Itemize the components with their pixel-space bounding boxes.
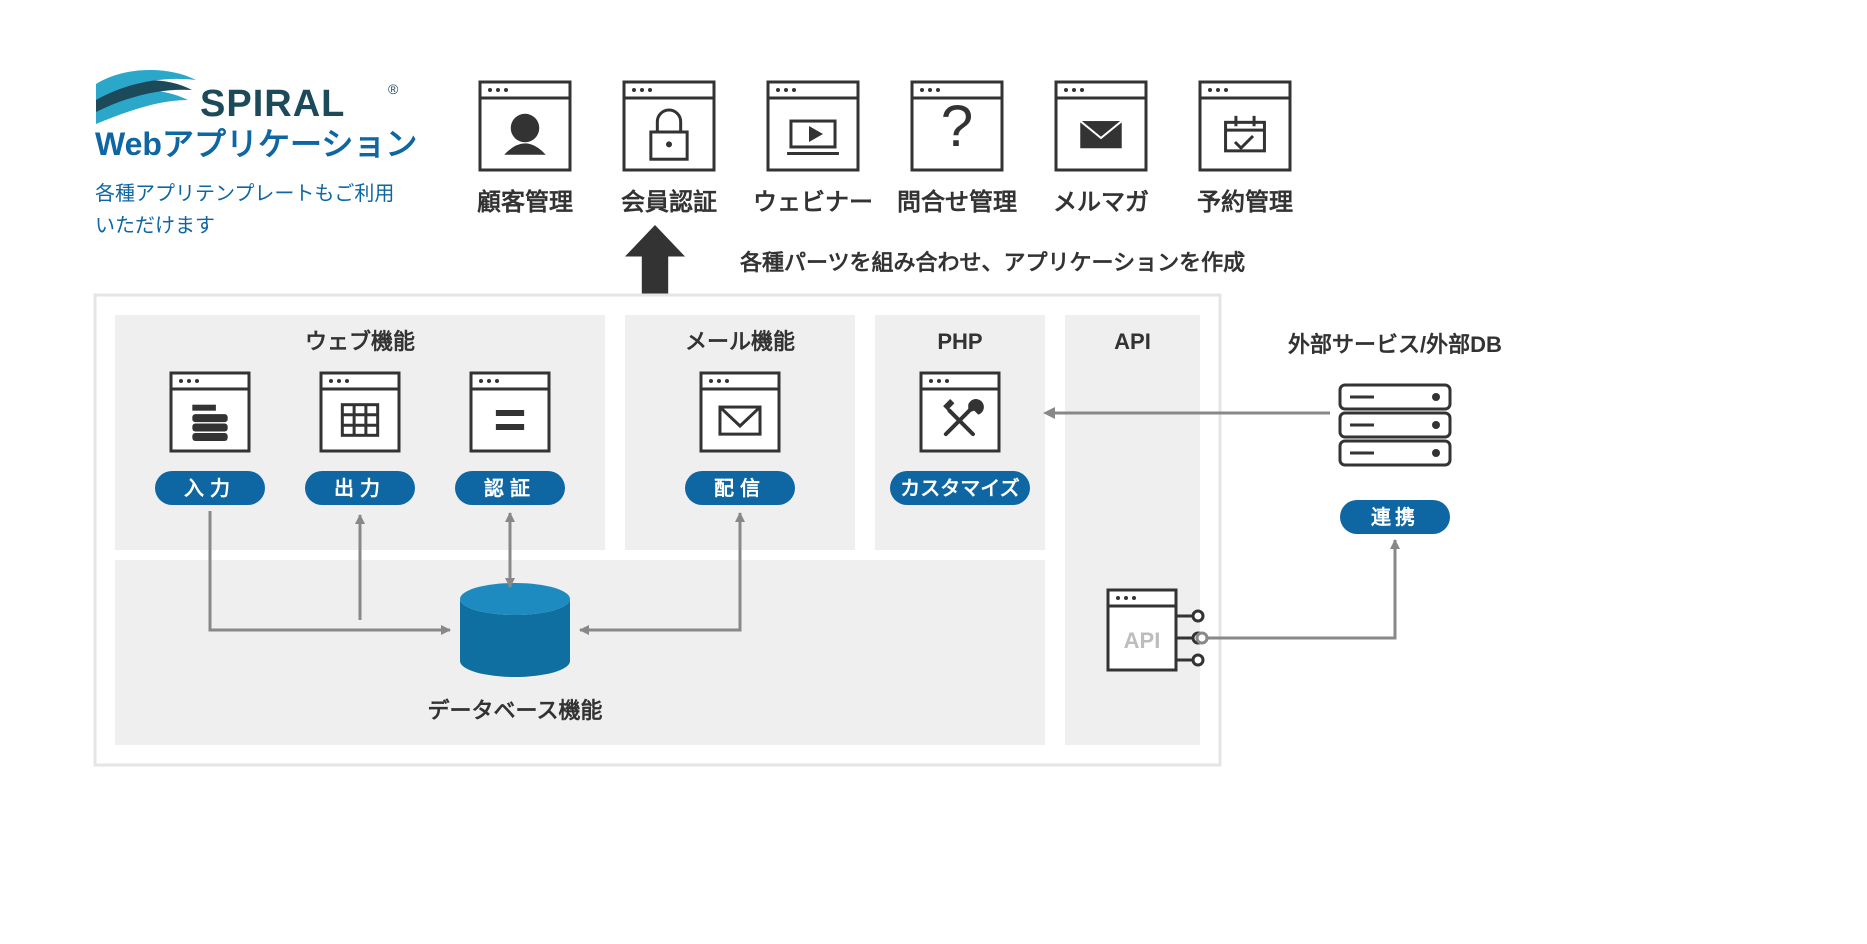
pill-label: 認証	[484, 476, 536, 500]
svg-text:®: ®	[388, 81, 399, 97]
app-calendar: 予約管理	[1197, 82, 1293, 216]
panel-title: PHP	[937, 329, 982, 354]
app-envelope: メルマガ	[1053, 82, 1149, 216]
app-lock: 会員認証	[621, 82, 717, 216]
pill-label: カスタマイズ	[900, 476, 1019, 500]
app-label: メルマガ	[1053, 189, 1149, 216]
panel-php: PHP カスタマイズ	[875, 315, 1045, 550]
pill-label: 連携	[1371, 505, 1419, 529]
brand-logo: SPIRAL ®	[96, 70, 399, 125]
page-subtitle: 各種アプリテンプレートもご利用	[95, 182, 394, 205]
external-label: 外部サービス/外部DB	[1288, 332, 1502, 357]
app-label: 予約管理	[1197, 188, 1293, 216]
app-label: 顧客管理	[477, 188, 573, 216]
app-label: ウェビナー	[753, 189, 873, 216]
panel-web: ウェブ機能入力 出力 認証	[115, 315, 605, 550]
database-label: データベース機能	[428, 698, 603, 723]
feature-mail: 配信	[685, 373, 795, 505]
app-label: 会員認証	[621, 188, 717, 216]
feature-table: 出力	[305, 373, 415, 505]
panel-title: メール機能	[685, 329, 795, 354]
feature-equals: 認証	[455, 373, 565, 505]
svg-text:SPIRAL: SPIRAL	[200, 83, 345, 125]
server-stack-icon	[1340, 385, 1450, 465]
connector	[1208, 540, 1395, 638]
page-title: Webアプリケーション	[95, 126, 417, 162]
panel-title: API	[1114, 329, 1151, 354]
pill-label: 配信	[714, 476, 766, 500]
app-video: ウェビナー	[753, 82, 873, 216]
page-subtitle-2: いただけます	[95, 215, 215, 237]
feature-form: 入力	[155, 373, 265, 505]
app-label: 問合せ管理	[897, 188, 1017, 216]
connector-node	[1197, 633, 1207, 643]
api-box-label: API	[1124, 628, 1161, 653]
arrow-note: 各種パーツを組み合わせ、アプリケーションを作成	[739, 250, 1245, 275]
pill-label: 出力	[334, 477, 386, 500]
external-pill: 連携	[1340, 500, 1450, 534]
panel-api: API	[1065, 315, 1200, 745]
app-question: ? 問合せ管理	[897, 82, 1017, 216]
svg-text:?: ?	[941, 94, 973, 159]
pill-label: 入力	[184, 477, 236, 500]
combine-arrow-icon	[625, 225, 685, 295]
panel-title: ウェブ機能	[305, 329, 415, 354]
database-icon	[460, 583, 570, 677]
app-user: 顧客管理	[477, 82, 573, 216]
